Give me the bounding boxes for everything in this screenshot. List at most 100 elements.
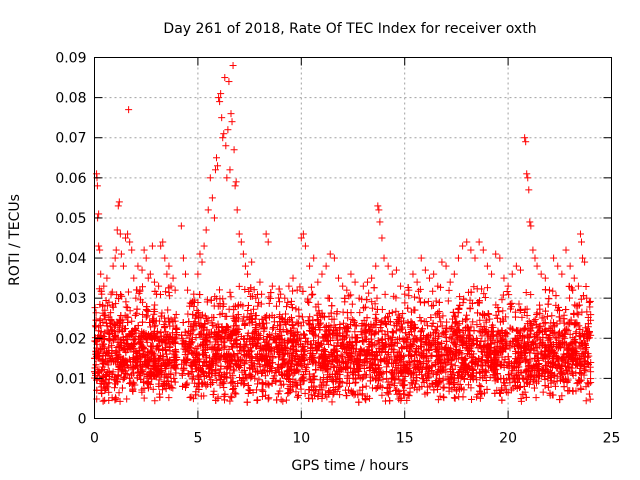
data-point: [334, 362, 342, 370]
data-point: [112, 300, 120, 308]
data-point: [279, 397, 287, 405]
data-point: [184, 310, 192, 318]
data-point: [337, 351, 345, 359]
data-point: [371, 314, 379, 322]
data-point: [210, 387, 218, 395]
data-point: [151, 397, 159, 405]
data-point: [207, 380, 215, 388]
data-point: [287, 297, 295, 305]
data-point: [520, 326, 528, 334]
data-point: [423, 358, 431, 366]
data-point: [338, 378, 346, 386]
data-point: [416, 314, 424, 322]
data-point: [275, 298, 283, 306]
data-point: [499, 307, 507, 315]
data-point: [165, 394, 173, 402]
data-point: [179, 365, 187, 373]
data-point: [293, 318, 301, 326]
data-point: [244, 381, 252, 389]
data-point: [555, 313, 563, 321]
data-point: [304, 317, 312, 325]
data-point: [459, 393, 467, 401]
data-point: [282, 396, 290, 404]
data-point: [250, 286, 258, 294]
data-point: [482, 377, 490, 385]
data-point: [422, 318, 430, 326]
data-point: [378, 391, 386, 399]
data-point: [566, 294, 574, 302]
data-point: [306, 313, 314, 321]
data-point: [347, 291, 355, 299]
data-point: [226, 397, 234, 405]
data-point: [463, 311, 471, 319]
data-point: [267, 289, 275, 297]
data-point: [587, 368, 595, 376]
data-point: [298, 313, 306, 321]
data-point: [551, 382, 559, 390]
data-point: [228, 378, 236, 386]
data-point: [101, 396, 109, 404]
data-point: [552, 292, 560, 300]
data-point: [124, 288, 132, 296]
data-point: [414, 287, 422, 295]
data-point: [308, 291, 316, 299]
data-point: [515, 300, 523, 308]
data-point: [562, 306, 570, 314]
data-point: [92, 316, 100, 324]
data-point: [370, 284, 378, 292]
data-point: [143, 379, 151, 387]
data-point: [545, 295, 553, 303]
data-point: [372, 310, 380, 318]
data-point: [582, 397, 590, 405]
data-point: [548, 312, 556, 320]
data-point: [92, 361, 100, 369]
data-point: [436, 392, 444, 400]
data-point: [415, 294, 423, 302]
data-point: [227, 293, 235, 301]
data-point: [165, 292, 173, 300]
data-point: [305, 298, 313, 306]
data-point: [527, 291, 535, 299]
data-point: [389, 329, 397, 337]
data-point: [555, 307, 563, 315]
data-point: [169, 329, 177, 337]
data-point: [435, 308, 443, 316]
data-point: [139, 311, 147, 319]
data-point: [268, 379, 276, 387]
data-point: [486, 315, 494, 323]
data-point: [456, 293, 464, 301]
data-point: [541, 376, 549, 384]
data-point: [483, 284, 491, 292]
data-point: [216, 286, 224, 294]
data-point: [572, 339, 580, 347]
data-point: [569, 387, 577, 395]
data-point: [289, 287, 297, 295]
data-point: [181, 328, 189, 336]
data-point: [156, 393, 164, 401]
data-point: [492, 311, 500, 319]
data-point: [342, 392, 350, 400]
data-point: [158, 309, 166, 317]
data-point: [582, 282, 590, 290]
data-point: [229, 344, 237, 352]
data-point: [378, 327, 386, 335]
data-point: [573, 309, 581, 317]
data-point: [149, 385, 157, 393]
data-point: [360, 304, 368, 312]
data-point: [91, 322, 99, 330]
data-point: [118, 384, 126, 392]
data-point: [330, 389, 338, 397]
data-point: [477, 383, 485, 391]
data-point: [362, 382, 370, 390]
data-point: [309, 290, 317, 298]
data-point: [481, 293, 489, 301]
data-point: [572, 328, 580, 336]
data-point: [450, 394, 458, 402]
data-point: [412, 380, 420, 388]
data-point: [173, 325, 181, 333]
data-point: [287, 314, 295, 322]
data-point: [382, 397, 390, 405]
data-point: [499, 291, 507, 299]
data-point: [300, 331, 308, 339]
